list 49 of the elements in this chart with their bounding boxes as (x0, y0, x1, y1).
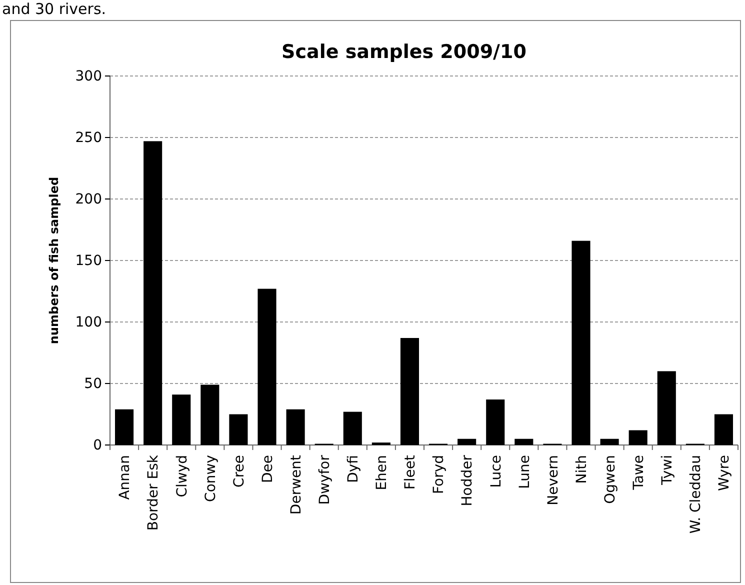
bar (343, 412, 362, 445)
x-tick-label: Tywi (660, 455, 676, 486)
bar (714, 414, 734, 445)
bar (286, 409, 305, 445)
x-tick-label: Nevern (545, 455, 562, 506)
y-tick-label: 300 (75, 68, 102, 84)
bar (114, 409, 134, 445)
x-tick-label: Luce (488, 455, 504, 488)
bar (258, 288, 276, 445)
bar (657, 371, 676, 445)
x-tick-label: Cree (231, 455, 248, 488)
y-tick-label: 250 (75, 130, 102, 146)
bar (200, 384, 220, 445)
x-tick-label: Border Esk (146, 454, 162, 531)
chart-title: Scale samples 2009/10 (282, 41, 526, 63)
y-tick-label: 0 (93, 437, 102, 454)
y-tick-label: 200 (75, 191, 102, 208)
y-axis-title: numbers of fish sampled (47, 176, 61, 344)
bar (628, 430, 648, 445)
x-tick-label: Dyfi (346, 455, 362, 483)
bar (144, 141, 162, 445)
x-tick-label: Wyre (716, 455, 733, 491)
x-tick-label: Nith (574, 455, 590, 484)
x-tick-label: Ogwen (602, 455, 618, 504)
x-tick-label: Lune (516, 455, 533, 489)
bar (486, 399, 505, 445)
x-tick-label: Fleet (402, 454, 419, 490)
x-tick-label: Dee (260, 455, 276, 484)
x-tick-label: Dwyfor (316, 454, 333, 505)
x-tick-label: Hodder (460, 454, 476, 506)
bar (400, 338, 420, 445)
bar (458, 438, 476, 445)
y-tick-label: 100 (75, 314, 102, 330)
bar (229, 414, 248, 445)
bar (172, 394, 191, 445)
x-tick-label: Derwent (288, 454, 304, 515)
x-tick-label: W. Cleddau (688, 455, 704, 534)
bar (600, 438, 619, 445)
text: and 30 rivers. (2, 0, 106, 18)
y-tick-label: 150 (75, 252, 102, 269)
x-tick-label: Clwyd (174, 455, 190, 498)
bar (572, 240, 590, 445)
x-tick-label: Foryd (431, 455, 448, 494)
x-tick-label: Conwy (202, 455, 219, 502)
x-tick-label: Tawe (630, 455, 647, 491)
y-tick-label: 50 (84, 376, 102, 392)
x-tick-label: Ehen (374, 455, 390, 490)
bar (514, 438, 534, 445)
x-tick-label: Annan (117, 455, 134, 500)
